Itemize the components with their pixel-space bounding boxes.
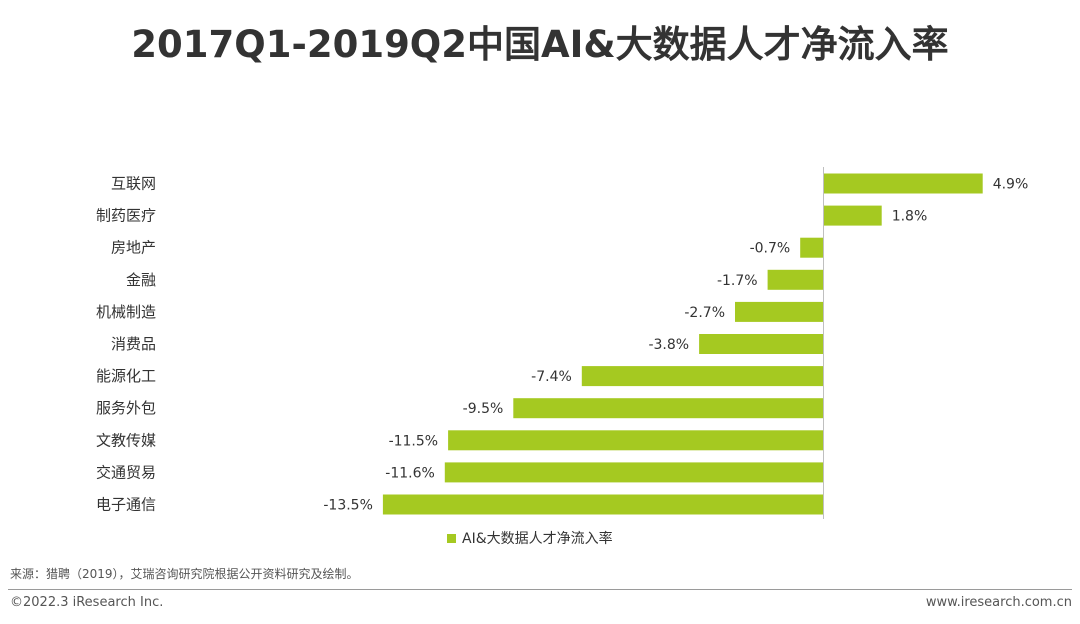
- page-title: 2017Q1-2019Q2中国AI&大数据人才净流入率: [131, 23, 949, 66]
- data-label: -0.7%: [750, 241, 791, 257]
- category-label: 电子通信: [96, 496, 156, 514]
- footer-divider: [8, 589, 1072, 590]
- bar: [767, 269, 823, 290]
- bar: [823, 205, 882, 226]
- bar-chart: 互联网 4.9% 制药医疗 1.8% 房地产 -0.7% 金融 -1.7% 机械制造 -2.7% 消…: [96, 167, 1029, 519]
- bar: [382, 494, 823, 515]
- data-label: -3.8%: [648, 337, 689, 353]
- category-label: 消费品: [111, 335, 156, 353]
- legend: AI&大数据人才净流入率: [447, 528, 613, 548]
- bar: [444, 462, 823, 483]
- data-label: -7.4%: [531, 369, 572, 385]
- bar: [823, 173, 983, 194]
- bar: [513, 398, 823, 419]
- category-label: 机械制造: [96, 303, 156, 321]
- data-label: -11.5%: [389, 433, 439, 449]
- data-label: -13.5%: [323, 498, 373, 514]
- source-note: 来源：猎聘（2019），艾瑞咨询研究院根据公开资料研究及绘制。: [10, 567, 359, 581]
- bar: [581, 366, 823, 387]
- category-label: 互联网: [111, 175, 156, 193]
- category-label: 文教传媒: [96, 431, 156, 449]
- bar: [735, 301, 823, 322]
- data-label: -1.7%: [717, 273, 758, 289]
- data-label: 1.8%: [892, 209, 928, 225]
- bar: [699, 334, 823, 354]
- category-label: 能源化工: [96, 367, 156, 385]
- copyright-text: ©2022.3 iResearch Inc.: [10, 595, 164, 610]
- category-label: 房地产: [111, 239, 156, 257]
- category-label: 服务外包: [96, 399, 156, 417]
- website-link[interactable]: www.iresearch.com.cn: [925, 595, 1072, 610]
- data-label: 4.9%: [993, 177, 1029, 193]
- data-label: -2.7%: [684, 305, 725, 321]
- legend-label: AI&大数据人才净流入率: [462, 531, 613, 547]
- category-label: 交通贸易: [96, 463, 156, 481]
- data-label: -11.6%: [385, 465, 435, 481]
- data-label: -9.5%: [463, 401, 504, 417]
- category-label: 制药医疗: [96, 207, 156, 225]
- bar: [800, 237, 823, 258]
- bar: [448, 430, 823, 451]
- legend-swatch: [447, 533, 456, 543]
- category-label: 金融: [126, 271, 156, 289]
